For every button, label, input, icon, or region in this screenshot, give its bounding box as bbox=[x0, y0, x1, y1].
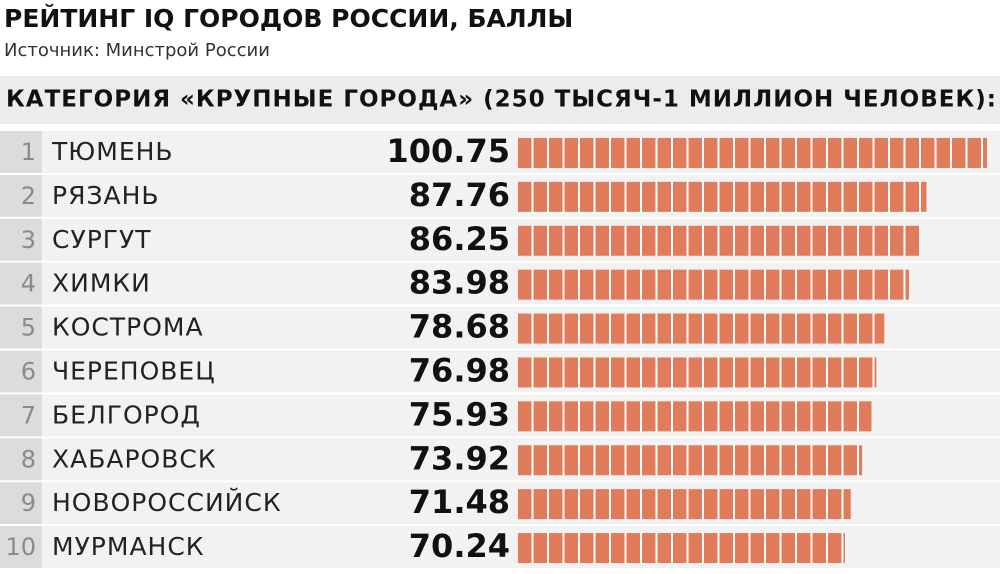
category-label: БЕЛГОРОД bbox=[52, 400, 201, 429]
bar bbox=[518, 137, 987, 168]
bar bbox=[518, 181, 927, 212]
category-label: НОВОРОССИЙСК bbox=[52, 488, 282, 517]
value-label: 75.93 bbox=[409, 395, 510, 433]
rank-cell bbox=[0, 394, 42, 437]
bar bbox=[518, 357, 877, 388]
bar bbox=[518, 533, 845, 564]
value-label: 76.98 bbox=[409, 351, 510, 389]
rank-cell bbox=[0, 526, 42, 568]
value-label: 78.68 bbox=[409, 308, 510, 346]
category-label: РЯЗАНЬ bbox=[52, 181, 160, 210]
rank-label: 10 bbox=[5, 533, 36, 561]
value-label: 86.25 bbox=[409, 220, 510, 258]
category-heading: КАТЕГОРИЯ «КРУПНЫЕ ГОРОДА» (250 ТЫСЯЧ-1 … bbox=[6, 87, 997, 113]
rank-label: 3 bbox=[21, 226, 36, 254]
category-label: ЧЕРЕПОВЕЦ bbox=[52, 356, 216, 385]
rank-label: 9 bbox=[21, 489, 36, 517]
bar bbox=[518, 269, 909, 300]
rank-cell bbox=[0, 438, 42, 481]
category-label: ТЮМЕНЬ bbox=[51, 137, 174, 166]
value-label: 71.48 bbox=[409, 483, 510, 521]
rank-cell bbox=[0, 131, 42, 173]
category-label: ХИМКИ bbox=[52, 269, 151, 298]
category-label: КОСТРОМА bbox=[52, 313, 204, 342]
bar bbox=[518, 313, 885, 344]
bar bbox=[518, 401, 872, 432]
rank-label: 6 bbox=[21, 357, 36, 385]
value-label: 87.76 bbox=[409, 176, 510, 214]
bar bbox=[518, 225, 920, 256]
rank-cell bbox=[0, 306, 42, 349]
rank-label: 4 bbox=[21, 270, 36, 298]
category-label: ХАБАРОВСК bbox=[52, 444, 217, 473]
category-label: МУРМАНСК bbox=[52, 532, 205, 561]
chart-title: РЕЙТИНГ IQ ГОРОДОВ РОССИИ, БАЛЛЫ bbox=[4, 4, 573, 33]
heading-band bbox=[0, 76, 1000, 124]
rank-cell bbox=[0, 262, 42, 305]
rank-cell bbox=[0, 482, 42, 525]
chart-subtitle: Источник: Минстрой России bbox=[4, 40, 270, 61]
rank-label: 2 bbox=[21, 182, 36, 210]
value-label: 83.98 bbox=[409, 264, 510, 302]
rank-label: 8 bbox=[21, 445, 36, 473]
rank-label: 5 bbox=[21, 314, 36, 342]
value-label: 100.75 bbox=[387, 132, 510, 170]
rank-label: 1 bbox=[21, 138, 36, 166]
bar bbox=[518, 489, 851, 520]
value-label: 73.92 bbox=[409, 439, 510, 477]
rank-cell bbox=[0, 218, 42, 261]
rank-label: 7 bbox=[21, 401, 36, 429]
category-label: СУРГУТ bbox=[52, 225, 152, 254]
value-label: 70.24 bbox=[409, 527, 510, 565]
rank-cell bbox=[0, 350, 42, 393]
bar bbox=[518, 445, 863, 476]
rank-cell bbox=[0, 174, 42, 217]
